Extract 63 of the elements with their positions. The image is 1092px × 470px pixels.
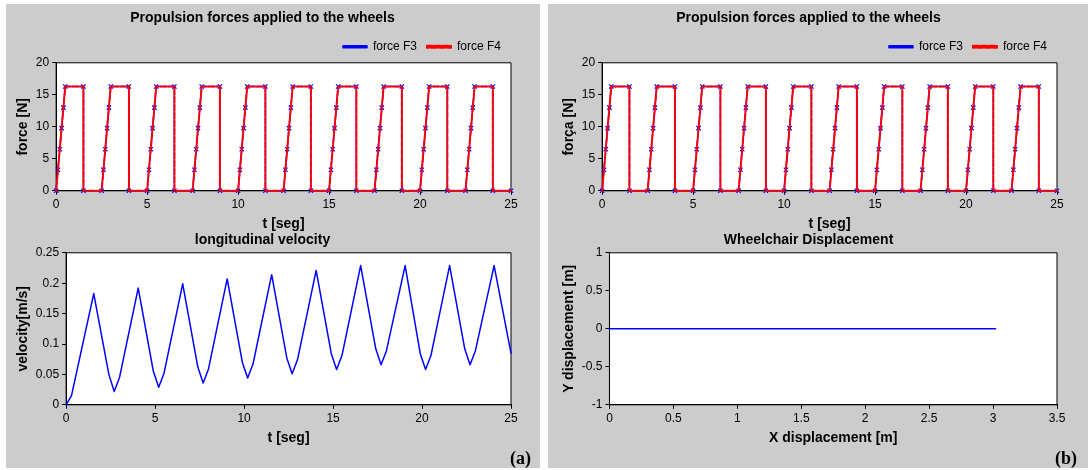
y-tick-label: 20 — [35, 55, 50, 70]
text: (a) — [510, 448, 531, 469]
x-axis-title: t [seg] — [262, 215, 305, 232]
y-tick-label: 20 — [581, 55, 596, 70]
y-tick-label: 5 — [42, 151, 50, 166]
y-axis-title: force [N] — [14, 98, 31, 156]
x-tick-label: 1 — [734, 411, 741, 426]
x-axis-title: t [seg] — [808, 215, 851, 232]
x-tick-label: 3.5 — [1048, 411, 1066, 426]
legend-label: force F3 — [918, 39, 964, 54]
y-tick-label: -0.5 — [581, 359, 603, 374]
y-tick-label: 15 — [35, 87, 50, 102]
legend-label: force F4 — [456, 39, 502, 54]
legend-label: force F3 — [372, 39, 418, 54]
x-tick-label: 10 — [237, 411, 252, 426]
y-tick-label: 1 — [595, 245, 603, 260]
x-tick-label: 15 — [868, 197, 883, 212]
y-axis-title: força [N] — [560, 98, 577, 156]
y-tick-label: 5 — [588, 151, 596, 166]
x-tick-label: 25 — [504, 197, 518, 212]
y-tick-label: 10 — [35, 119, 50, 134]
x-tick-label: 2.5 — [920, 411, 938, 426]
y-tick-label: 15 — [581, 87, 596, 102]
text: (b) — [1055, 448, 1077, 469]
x-tick-label: 2 — [861, 411, 869, 426]
x-tick-label: 1.5 — [792, 411, 810, 426]
x-tick-label: 20 — [959, 197, 974, 212]
y-tick-label: -1 — [591, 397, 603, 412]
x-tick-label: 3 — [989, 411, 997, 426]
y-tick-label: 0 — [52, 397, 60, 412]
chart-title: Propulsion forces applied to the wheels — [676, 9, 941, 26]
y-tick-label: 0 — [42, 183, 50, 198]
y-tick-label: 10 — [581, 119, 596, 134]
x-tick-label: 10 — [231, 197, 246, 212]
chart-title: Propulsion forces applied to the wheels — [130, 9, 395, 26]
y-tick-label: 0.05 — [35, 366, 60, 381]
x-tick-label: 15 — [322, 197, 337, 212]
x-tick-label: 0 — [606, 411, 614, 426]
chart-title: longitudinal velocity — [194, 231, 331, 248]
y-tick-label: 0.1 — [42, 336, 60, 351]
x-tick-label: 5 — [143, 197, 151, 212]
y-tick-label: 0.5 — [585, 283, 603, 298]
x-tick-label: 20 — [413, 197, 428, 212]
y-axis-title: velocity[m/s] — [14, 286, 31, 372]
chart-title: Wheelchair Displacement — [723, 231, 894, 248]
x-tick-label: 20 — [415, 411, 430, 426]
y-tick-label: 0 — [595, 321, 603, 336]
x-tick-label: 0 — [62, 411, 70, 426]
x-tick-label: 0.5 — [665, 411, 683, 426]
legend-label: force F4 — [1002, 39, 1048, 54]
y-tick-label: 0.25 — [35, 245, 60, 260]
x-axis-title: X displacement [m] — [769, 429, 898, 446]
x-axis-title: t [seg] — [267, 429, 310, 446]
y-tick-label: 0.2 — [42, 275, 60, 290]
y-axis-title: Y displacement [m] — [560, 264, 577, 393]
x-tick-label: 25 — [504, 411, 518, 426]
x-tick-label: 5 — [689, 197, 697, 212]
y-tick-label: 0 — [588, 183, 596, 198]
y-tick-label: 0.15 — [35, 305, 60, 320]
x-tick-label: 10 — [777, 197, 792, 212]
x-tick-label: 15 — [326, 411, 341, 426]
x-tick-label: 5 — [151, 411, 159, 426]
x-tick-label: 25 — [1050, 197, 1064, 212]
